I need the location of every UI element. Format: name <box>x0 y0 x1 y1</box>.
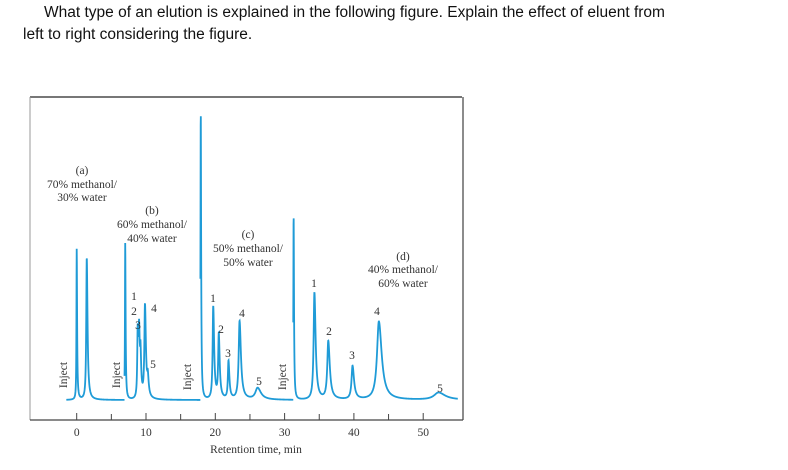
peak-label-c3: 3 <box>225 348 231 360</box>
x-tick-label: 50 <box>417 427 429 439</box>
x-tick-label: 0 <box>74 427 80 439</box>
segment-c-eluent-2: 50% water <box>223 257 273 269</box>
peak-label-d2: 2 <box>326 326 332 338</box>
chromatogram-trace-segment-b <box>123 243 201 401</box>
question-line-1: What type of an elution is explained in … <box>44 4 665 21</box>
inject-label-d: Inject <box>277 363 289 390</box>
segment-b-label: (b) <box>145 205 159 217</box>
peak-label-c5: 5 <box>256 376 262 388</box>
peak-label-c2: 2 <box>218 324 224 336</box>
peak-label-b3: 3 <box>135 320 141 332</box>
segment-d-eluent-1: 40% methanol/ <box>368 264 439 276</box>
segment-a-eluent-1: 70% methanol/ <box>47 179 118 191</box>
peak-label-d3: 3 <box>349 350 355 362</box>
inject-label-b: Inject <box>111 361 123 388</box>
x-tick-label: 30 <box>279 427 291 439</box>
peak-label-d1: 1 <box>311 278 317 290</box>
chromatogram-trace-segment-c <box>199 116 294 401</box>
segment-a-eluent-2: 30% water <box>57 192 107 204</box>
question-line-2: left to right considering the figure. <box>23 26 253 43</box>
segment-d-label: (d) <box>396 251 410 263</box>
inject-label-c: Inject <box>182 363 194 390</box>
peak-label-d5: 5 <box>437 383 443 395</box>
peak-label-b5: 5 <box>150 359 156 371</box>
x-tick-label: 40 <box>348 427 360 439</box>
chromatogram-trace-segment-a <box>66 248 125 401</box>
segment-b-eluent-2: 40% water <box>127 233 177 245</box>
peak-label-b2: 2 <box>131 306 137 318</box>
x-tick-label: 20 <box>210 427 222 439</box>
x-axis-label: Retention time, min <box>210 444 302 456</box>
inject-label-a: Inject <box>58 361 70 388</box>
segment-d-eluent-2: 60% water <box>378 278 428 290</box>
segment-b-eluent-1: 60% methanol/ <box>117 219 188 231</box>
peak-label-c1: 1 <box>210 293 216 305</box>
chromatogram-trace-segment-d <box>292 218 458 400</box>
segment-c-label: (c) <box>242 229 255 241</box>
x-tick-label: 10 <box>140 427 152 439</box>
peak-label-c4: 4 <box>239 308 245 320</box>
peak-label-d4: 4 <box>374 306 380 318</box>
peak-label-b4: 4 <box>151 303 157 315</box>
peak-label-b1: 1 <box>131 291 137 303</box>
segment-c-eluent-1: 50% methanol/ <box>213 243 284 255</box>
segment-a-label: (a) <box>76 165 89 177</box>
